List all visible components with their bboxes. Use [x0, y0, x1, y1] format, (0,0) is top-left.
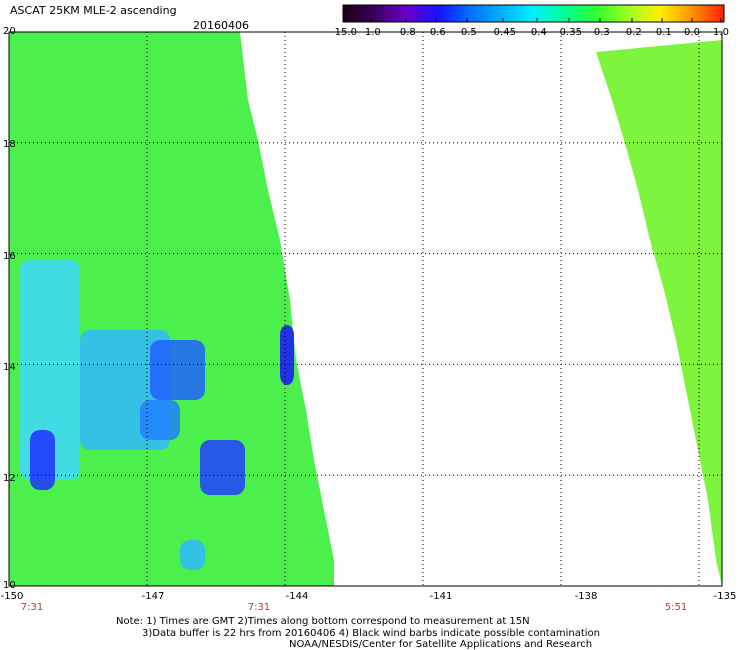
colorbar-strip: [342, 4, 725, 23]
colorbar-label: 1.0: [713, 27, 729, 38]
colorbar-label: -0.2: [622, 27, 642, 38]
time-label: 7:31: [247, 602, 271, 613]
colorbar-label: 0.0: [684, 27, 700, 38]
colorbar-label: -0.3: [590, 27, 610, 38]
lat-lon-grid: [8, 31, 723, 587]
lat-label: 18: [3, 139, 16, 150]
data-patch: [150, 340, 205, 400]
lon-label: -147: [141, 591, 165, 602]
data-patch: [140, 400, 180, 440]
lat-label: 20: [3, 26, 16, 37]
colorbar-label: -1.0: [361, 27, 381, 38]
data-patch: [20, 260, 80, 480]
data-patch: [200, 440, 245, 495]
lat-label: 16: [3, 251, 16, 262]
colorbar-label: -0.1: [652, 27, 672, 38]
footnote-line-1: Note: 1) Times are GMT 2)Times along bot…: [116, 616, 530, 627]
lat-label: 14: [3, 362, 16, 373]
data-patch: [280, 325, 294, 385]
lon-label: -144: [285, 591, 309, 602]
colorbar-label: -15.0: [331, 27, 357, 38]
colorbar-label: -0.45: [490, 27, 516, 38]
lon-label: -135: [713, 591, 737, 602]
colorbar: [342, 4, 725, 23]
colorbar-label: -0.4: [527, 27, 547, 38]
colorbar-label: -0.8: [396, 27, 416, 38]
lat-label: 12: [3, 473, 16, 484]
lon-label: -150: [0, 591, 24, 602]
colorbar-label: -0.35: [556, 27, 582, 38]
map-title: ASCAT 25KM MLE-2 ascending: [10, 4, 177, 17]
map-date: 20160406: [193, 19, 249, 32]
lon-label: -141: [429, 591, 453, 602]
footnote-credit: NOAA/NESDIS/Center for Satellite Applica…: [289, 639, 593, 650]
colorbar-label: -0.6: [426, 27, 446, 38]
data-patch: [180, 540, 205, 570]
colorbar-label: -0.5: [457, 27, 477, 38]
lat-label: 10: [3, 580, 16, 591]
map-frame: [8, 31, 723, 587]
time-label: 7:31: [20, 602, 44, 613]
time-label: 5:51: [664, 602, 688, 613]
data-patch: [30, 430, 55, 490]
right-swath: [596, 40, 722, 586]
lon-label: -138: [574, 591, 598, 602]
footnote-line-2: 3)Data buffer is 22 hrs from 20160406 4)…: [142, 628, 600, 639]
data-swaths: [9, 32, 722, 586]
